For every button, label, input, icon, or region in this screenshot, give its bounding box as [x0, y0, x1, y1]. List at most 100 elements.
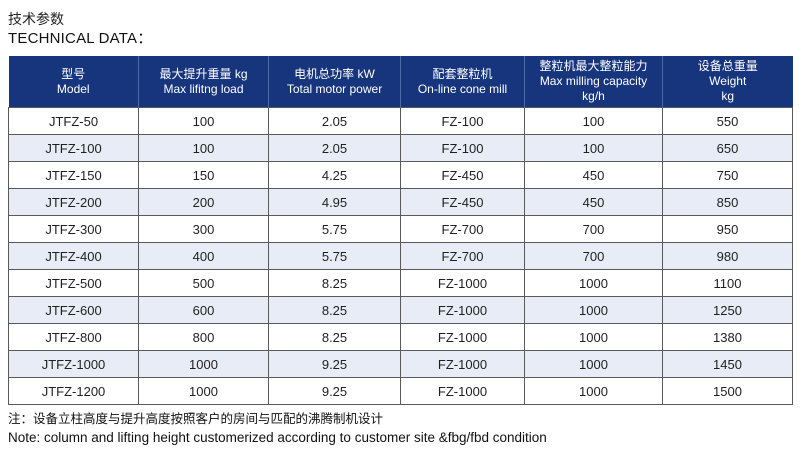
- column-header-line: 整粒机最大整粒能力: [539, 59, 648, 74]
- table-row: JTFZ-100 100 2.05 FZ-100 100 650: [8, 134, 793, 163]
- table-cell: 1450: [662, 350, 793, 379]
- column-header-line: 电机总功率 kW: [294, 66, 375, 81]
- table-row: JTFZ-600 600 8.25 FZ-1000 1000 1250: [8, 296, 793, 325]
- column-header: 整粒机最大整粒能力 Max milling capacity kg/h: [524, 56, 663, 108]
- technical-data-page: 技术参数 TECHNICAL DATA： 型号 Model 最大提升重量 kg Max…: [8, 10, 793, 445]
- table-cell: 8.25: [268, 323, 401, 352]
- table-cell: 1000: [138, 350, 269, 379]
- table-cell: JTFZ-400: [8, 242, 139, 271]
- table-cell: 8.25: [268, 296, 401, 325]
- table-cell: 9.25: [268, 350, 401, 379]
- table-cell: JTFZ-500: [8, 269, 139, 298]
- table-cell: JTFZ-600: [8, 296, 139, 325]
- table-row: JTFZ-400 400 5.75 FZ-700 700 980: [8, 242, 793, 271]
- table-cell: 100: [524, 134, 663, 163]
- table-cell: 2.05: [268, 134, 401, 163]
- table-cell: 1000: [138, 377, 269, 406]
- table-cell: 950: [662, 215, 793, 244]
- column-header-line: Weight: [709, 74, 747, 89]
- table-row: JTFZ-500 500 8.25 FZ-1000 1000 1100: [8, 269, 793, 298]
- column-header: 设备总重量 Weight kg: [662, 56, 793, 108]
- table-cell: JTFZ-1200: [8, 377, 139, 406]
- table-cell: JTFZ-300: [8, 215, 139, 244]
- table-row: JTFZ-300 300 5.75 FZ-700 700 950: [8, 215, 793, 244]
- table-row: JTFZ-150 150 4.25 FZ-450 450 750: [8, 161, 793, 190]
- table-body: JTFZ-50 100 2.05 FZ-100 100 550 JTFZ-100 100 2.0…: [8, 107, 793, 406]
- table-cell: 400: [138, 242, 269, 271]
- table-cell: 5.75: [268, 215, 401, 244]
- table-cell: 450: [524, 188, 663, 217]
- column-header-line: 配套整粒机: [432, 66, 493, 81]
- column-header: 电机总功率 kW Total motor power: [268, 56, 401, 108]
- table-cell: 1000: [524, 377, 663, 406]
- table-cell: 4.95: [268, 188, 401, 217]
- table-cell: FZ-1000: [400, 323, 525, 352]
- page-title-zh: 技术参数: [8, 11, 64, 27]
- table-cell: 1000: [524, 269, 663, 298]
- table-cell: 450: [524, 161, 663, 190]
- column-header-line: Model: [56, 81, 90, 96]
- column-header-line: 设备总重量: [697, 59, 758, 74]
- table-cell: FZ-1000: [400, 350, 525, 379]
- table-cell: 980: [662, 242, 793, 271]
- table-cell: 4.25: [268, 161, 401, 190]
- table-cell: FZ-1000: [400, 296, 525, 325]
- table-cell: 100: [138, 134, 269, 163]
- column-header-line: kg: [721, 89, 735, 104]
- table-cell: FZ-450: [400, 161, 525, 190]
- table-cell: 1380: [662, 323, 793, 352]
- table-row: JTFZ-200 200 4.95 FZ-450 450 850: [8, 188, 793, 217]
- column-header-line: 最大提升重量 kg: [159, 66, 248, 81]
- table-cell: JTFZ-100: [8, 134, 139, 163]
- table-cell: 200: [138, 188, 269, 217]
- table-cell: 750: [662, 161, 793, 190]
- table-cell: FZ-700: [400, 242, 525, 271]
- table-cell: FZ-1000: [400, 269, 525, 298]
- column-header: 型号 Model: [8, 56, 139, 108]
- table-cell: JTFZ-200: [8, 188, 139, 217]
- column-header-line: On-line cone mill: [417, 81, 508, 96]
- table-cell: 1100: [662, 269, 793, 298]
- page-title-en: TECHNICAL DATA：: [8, 29, 153, 47]
- table-cell: 8.25: [268, 269, 401, 298]
- table-cell: FZ-450: [400, 188, 525, 217]
- table-cell: 1000: [524, 296, 663, 325]
- column-header-line: Total motor power: [286, 81, 383, 96]
- table-cell: 9.25: [268, 377, 401, 406]
- table-cell: JTFZ-1000: [8, 350, 139, 379]
- table-cell: 5.75: [268, 242, 401, 271]
- table-header-row: 型号 Model 最大提升重量 kg Max lifitng load 电机总功率 kW…: [8, 56, 793, 108]
- column-header: 配套整粒机 On-line cone mill: [400, 56, 525, 108]
- column-header-line: 型号: [61, 66, 86, 81]
- title-block: 技术参数 TECHNICAL DATA：: [8, 10, 792, 48]
- table-cell: FZ-100: [400, 134, 525, 163]
- note-en: Note: column and lifting height customer…: [8, 429, 547, 445]
- table-cell: 550: [662, 107, 793, 136]
- table-cell: 150: [138, 161, 269, 190]
- table-cell: 1500: [662, 377, 793, 406]
- table-cell: JTFZ-800: [8, 323, 139, 352]
- table-row: JTFZ-800 800 8.25 FZ-1000 1000 1380: [8, 323, 793, 352]
- table-cell: 100: [524, 107, 663, 136]
- table-cell: FZ-1000: [400, 377, 525, 406]
- table-cell: FZ-100: [400, 107, 525, 136]
- table-cell: 2.05: [268, 107, 401, 136]
- table-cell: 1000: [524, 323, 663, 352]
- table-cell: 300: [138, 215, 269, 244]
- table-row: JTFZ-1000 1000 9.25 FZ-1000 1000 1450: [8, 350, 793, 379]
- column-header: 最大提升重量 kg Max lifitng load: [138, 56, 269, 108]
- table-row: JTFZ-1200 1000 9.25 FZ-1000 1000 1500: [8, 377, 793, 406]
- column-header-line: Max lifitng load: [163, 81, 244, 96]
- table-cell: 600: [138, 296, 269, 325]
- table-cell: FZ-700: [400, 215, 525, 244]
- table-cell: 800: [138, 323, 269, 352]
- table-cell: JTFZ-150: [8, 161, 139, 190]
- table-cell: 850: [662, 188, 793, 217]
- technical-data-table: 型号 Model 最大提升重量 kg Max lifitng load 电机总功率 kW…: [8, 56, 793, 406]
- table-cell: 650: [662, 134, 793, 163]
- table-cell: 700: [524, 215, 663, 244]
- column-header-line: Max milling capacity: [539, 74, 648, 89]
- table-cell: 100: [138, 107, 269, 136]
- table-row: JTFZ-50 100 2.05 FZ-100 100 550: [8, 107, 793, 136]
- column-header-line: kg/h: [582, 89, 605, 104]
